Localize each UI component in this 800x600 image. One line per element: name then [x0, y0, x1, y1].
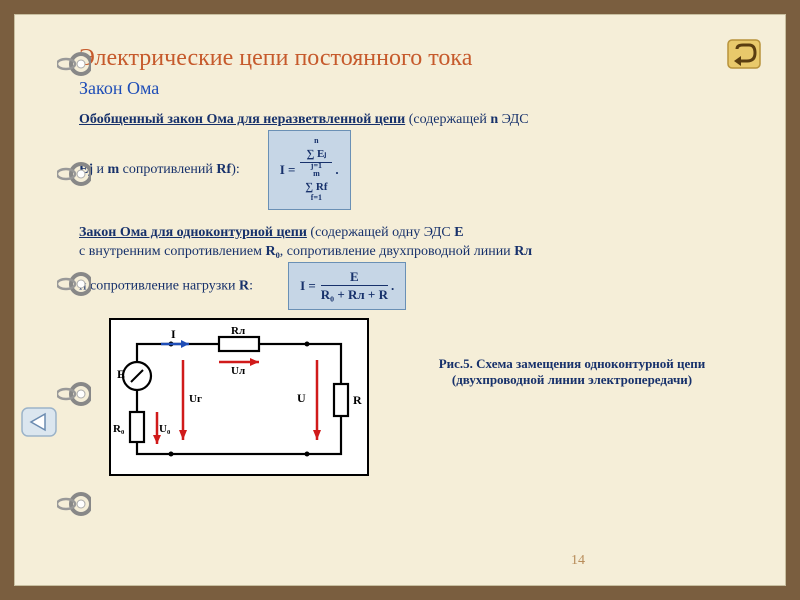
ring-icon	[57, 157, 91, 191]
label-U0: U₀	[159, 423, 171, 435]
label-RL: Rл	[231, 325, 245, 337]
label-I: I	[171, 327, 176, 341]
label-U: U	[297, 391, 306, 405]
ring-icon	[57, 487, 91, 521]
page-subtitle: Закон Ома	[79, 78, 749, 99]
label-R0: R₀	[113, 423, 125, 435]
ring-icon	[57, 267, 91, 301]
ring-icon	[57, 377, 91, 411]
section1: Обобщенный закон Ома для неразветвленной…	[79, 111, 749, 210]
formula-2: I = E R₀ + Rл + R .	[288, 262, 406, 310]
label-E: E	[117, 367, 125, 381]
page-title: Электрические цепи постоянного тока	[79, 45, 749, 72]
slide: Электрические цепи постоянного тока Зако…	[14, 14, 786, 586]
label-UL: Uл	[231, 365, 245, 377]
formula-1: I = n ∑ Eⱼ j=1 m ∑ Rf f=1 .	[268, 130, 351, 210]
nav-return-icon[interactable]	[727, 39, 761, 69]
label-R: R	[353, 393, 362, 407]
page-number: 14	[571, 553, 585, 569]
nav-back-icon[interactable]	[21, 407, 57, 437]
section2-heading: Закон Ома для одноконтурной цепи	[79, 225, 307, 240]
circuit-diagram: I E R₀ U₀ Uг Rл Uл U R	[109, 318, 369, 476]
section2: Закон Ома для одноконтурной цепи (содерж…	[79, 224, 749, 310]
ring-icon	[57, 47, 91, 81]
label-UG: Uг	[189, 393, 202, 405]
figure-caption: Рис.5. Схема замещения одноконтурной цеп…	[369, 356, 749, 388]
section1-heading: Обобщенный закон Ома для неразветвленной…	[79, 112, 405, 127]
